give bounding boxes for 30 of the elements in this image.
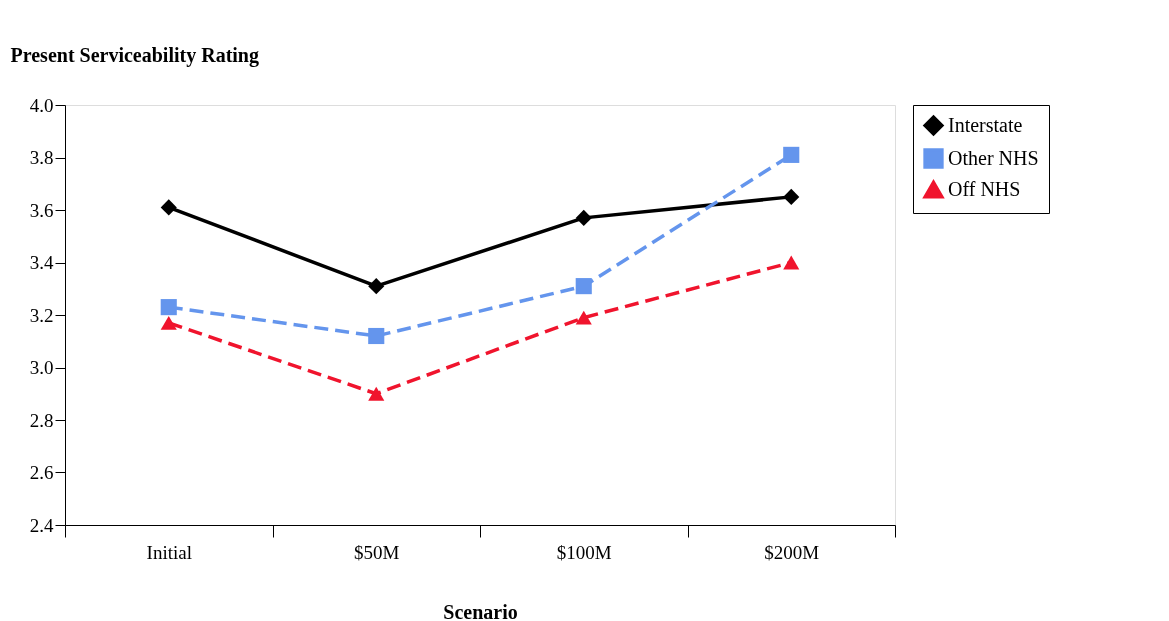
y-tick-label: 2.8 (29, 409, 54, 431)
point (783, 188, 800, 205)
y-tick-label: 3.8 (29, 147, 54, 168)
point (368, 386, 385, 401)
point (160, 299, 177, 316)
point (575, 278, 592, 295)
y-tick-label: 3.0 (29, 357, 54, 378)
legend-label: Interstate (948, 113, 1023, 136)
x-tick-label: $200M (764, 541, 820, 563)
point (368, 278, 385, 295)
point (160, 315, 177, 330)
point (783, 255, 800, 270)
point (575, 310, 592, 325)
x-tick-label: $50M (354, 541, 400, 563)
y-axis-title: Present Serviceability Rating (10, 43, 259, 67)
x-tick-label: $100M (556, 541, 612, 563)
y-tick-label: 4.0 (29, 94, 54, 116)
point (783, 146, 800, 163)
y-tick-label: 3.6 (29, 199, 54, 221)
x-axis-title: Scenario (443, 600, 518, 621)
x-tick-label: Initial (146, 541, 192, 563)
y-tick-label: 2.6 (29, 462, 54, 483)
point (160, 199, 177, 216)
legend-label: Other NHS (948, 146, 1039, 169)
legend-label: Off NHS (948, 177, 1021, 200)
y-tick-label: 3.4 (29, 252, 54, 273)
point (575, 209, 592, 226)
y-tick-label: 2.4 (29, 514, 54, 536)
y-tick-label: 3.2 (29, 304, 54, 326)
point (368, 327, 385, 345)
